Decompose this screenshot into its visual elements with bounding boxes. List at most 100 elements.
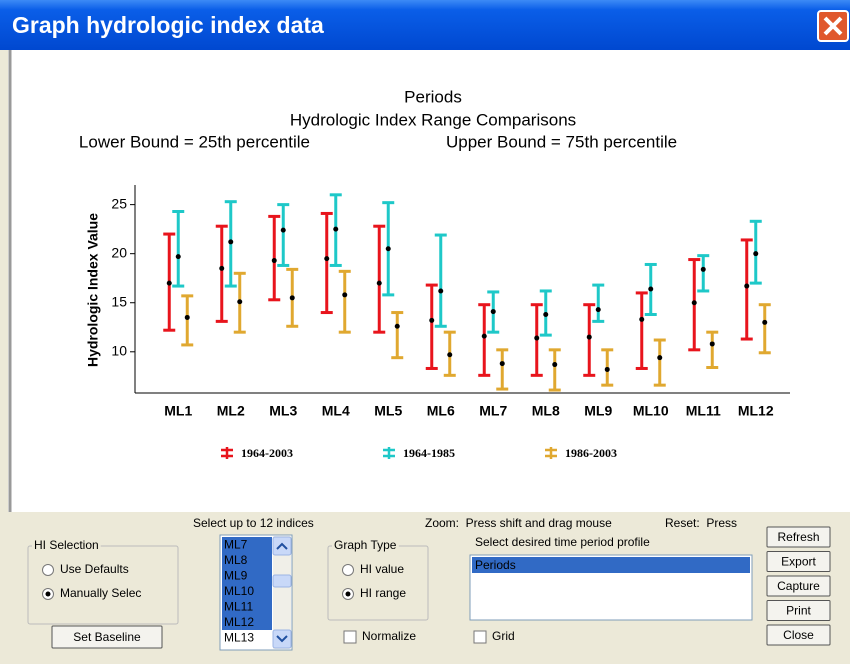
median-point	[333, 226, 339, 232]
list-item[interactable]: ML11	[224, 600, 253, 614]
checkbox[interactable]	[343, 630, 357, 644]
legend-icon	[545, 447, 557, 459]
button-label[interactable]: Close	[783, 628, 814, 642]
list-item[interactable]: ML12	[224, 615, 254, 629]
median-point	[228, 239, 234, 245]
list-highlight[interactable]	[222, 583, 272, 600]
median-point	[691, 300, 697, 306]
group-title-bg	[32, 538, 101, 553]
median-point	[534, 335, 540, 341]
button-label[interactable]: Refresh	[777, 530, 819, 544]
period-label: Select desired time period profile	[475, 535, 650, 549]
arrow	[276, 635, 288, 643]
median-point	[499, 361, 505, 367]
list-item[interactable]: Periods	[475, 558, 516, 572]
list-item[interactable]: ML8	[224, 553, 248, 567]
radio-label[interactable]: Use Defaults	[60, 562, 129, 576]
radio-label[interactable]: Manually Selec	[60, 586, 141, 600]
controls: HI Selection Use Defaults Manually Selec Se…	[27, 516, 831, 651]
legend-icon	[221, 447, 233, 459]
button[interactable]	[766, 526, 831, 548]
median-point	[481, 333, 487, 339]
x-tick-label: ML1	[164, 403, 192, 419]
chart-panel	[8, 50, 850, 512]
median-point	[657, 355, 663, 361]
chart-title: Periods	[404, 87, 462, 106]
y-tick-label: 15	[111, 293, 127, 309]
button[interactable]	[51, 625, 163, 649]
checkbox[interactable]	[473, 630, 487, 644]
scroll-down[interactable]	[272, 629, 292, 649]
button[interactable]	[766, 624, 831, 646]
median-point	[166, 280, 172, 286]
x-tick-label: ML8	[532, 403, 560, 419]
median-point	[385, 246, 391, 252]
median-point	[280, 227, 286, 233]
list-highlight[interactable]	[222, 599, 272, 615]
list-highlight[interactable]	[472, 557, 750, 573]
x-tick-label: ML3	[269, 403, 297, 419]
radio-button[interactable]	[42, 564, 54, 576]
x-tick-label: ML11	[686, 403, 721, 419]
median-point	[237, 299, 243, 305]
button-label[interactable]: Print	[786, 604, 811, 618]
median-point	[490, 309, 496, 315]
button[interactable]	[766, 600, 831, 621]
button-label[interactable]: Set Baseline	[73, 630, 141, 644]
list-highlight[interactable]	[222, 614, 272, 631]
list-item[interactable]: ML13	[224, 631, 254, 645]
button[interactable]	[766, 575, 831, 597]
chart: Periods Hydrologic Index Range Comparison…	[79, 87, 790, 460]
median-point	[700, 266, 706, 272]
median-point	[709, 341, 715, 347]
radio-label[interactable]: HI value	[360, 562, 404, 576]
x-tick-label: ML10	[633, 403, 669, 419]
median-point	[744, 283, 750, 289]
chart-subtitle: Hydrologic Index Range Comparisons	[290, 110, 576, 129]
y-axis-label: Hydrologic Index Value	[85, 213, 101, 367]
median-point	[753, 251, 759, 257]
x-tick-label: ML2	[217, 403, 245, 419]
list-item[interactable]: ML7	[224, 538, 248, 552]
median-point	[394, 323, 400, 329]
legend-icon	[383, 447, 395, 459]
group-title: HI Selection	[34, 538, 99, 552]
y-tick-label: 25	[111, 195, 127, 211]
radio-label[interactable]: HI range	[360, 586, 406, 600]
median-point	[324, 256, 330, 262]
arrow	[276, 542, 288, 550]
checkbox-label[interactable]: Normalize	[362, 629, 416, 643]
x-tick-label: ML9	[584, 403, 612, 419]
y-tick-label: 10	[111, 342, 127, 358]
radio-dot	[345, 591, 351, 597]
list-item[interactable]: ML10	[224, 584, 254, 598]
list-highlight[interactable]	[222, 552, 272, 569]
button-label[interactable]: Export	[781, 555, 816, 569]
list-highlight[interactable]	[222, 568, 272, 584]
group-box	[27, 545, 179, 625]
window-title: Graph hydrologic index data	[12, 12, 324, 38]
legend-label: 1964-1985	[403, 446, 455, 460]
button[interactable]	[766, 551, 831, 572]
median-point	[376, 280, 382, 286]
reset-hint: Reset: Press	[665, 516, 737, 530]
scroll-up[interactable]	[272, 536, 292, 556]
radio-dot	[45, 591, 51, 597]
close-window-button[interactable]	[817, 10, 849, 42]
indices-label: Select up to 12 indices	[193, 516, 314, 530]
median-point	[184, 314, 190, 320]
scroll-thumb[interactable]	[272, 574, 292, 588]
median-point	[289, 295, 295, 301]
median-point	[543, 312, 549, 318]
list-highlight[interactable]	[222, 537, 272, 553]
y-tick-label: 20	[111, 244, 127, 260]
checkbox-label[interactable]: Grid	[492, 629, 515, 643]
radio-button[interactable]	[342, 564, 354, 576]
median-point	[762, 319, 768, 325]
button-label[interactable]: Capture	[777, 579, 820, 593]
median-point	[604, 366, 610, 372]
x-tick-label: ML5	[374, 403, 402, 419]
legend-label: 1964-2003	[241, 446, 293, 460]
list-item[interactable]: ML9	[224, 569, 248, 583]
